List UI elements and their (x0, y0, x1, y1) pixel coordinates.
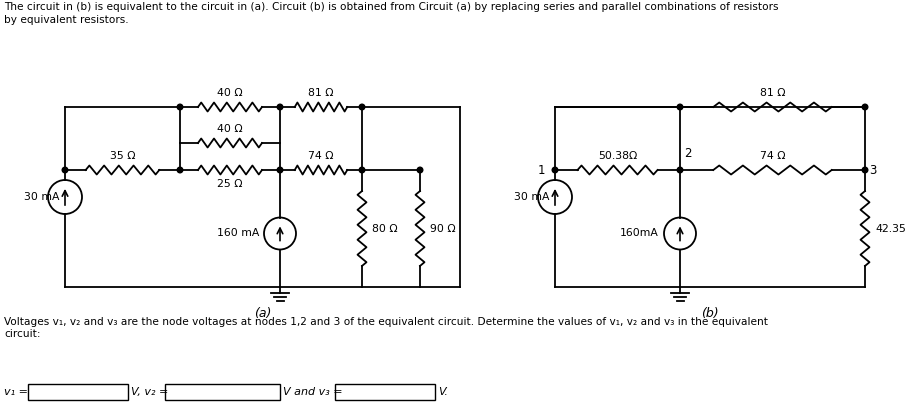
Circle shape (359, 167, 365, 173)
Text: The circuit in (b) is equivalent to the circuit in (a). Circuit (b) is obtained : The circuit in (b) is equivalent to the … (4, 2, 778, 12)
Circle shape (677, 104, 682, 110)
Circle shape (277, 167, 282, 173)
Circle shape (677, 167, 682, 173)
Circle shape (552, 167, 557, 173)
Text: 35 Ω: 35 Ω (110, 151, 135, 161)
Text: 74 Ω: 74 Ω (760, 151, 786, 161)
Text: 74 Ω: 74 Ω (309, 151, 334, 161)
Bar (335, 384, 435, 400)
Text: v₁ =: v₁ = (4, 387, 28, 397)
Text: by equivalent resistors.: by equivalent resistors. (4, 15, 129, 25)
Text: 25 Ω: 25 Ω (217, 179, 243, 189)
Circle shape (177, 167, 183, 173)
Circle shape (277, 104, 282, 110)
Text: (a): (a) (253, 307, 272, 320)
Text: 50.38Ω: 50.38Ω (598, 151, 637, 161)
Text: V.: V. (438, 387, 448, 397)
Text: 42.35Ω: 42.35Ω (875, 223, 905, 234)
Text: 81 Ω: 81 Ω (760, 88, 786, 98)
Text: 90 Ω: 90 Ω (430, 223, 455, 234)
Text: 160 mA: 160 mA (216, 228, 259, 239)
Circle shape (862, 167, 868, 173)
Text: V, v₂ =: V, v₂ = (131, 387, 168, 397)
Text: 1: 1 (538, 163, 545, 176)
Text: 30 mA: 30 mA (513, 192, 549, 202)
Text: 160mA: 160mA (620, 228, 659, 239)
Text: circuit:: circuit: (4, 329, 41, 339)
Bar (165, 384, 280, 400)
Bar (28, 384, 128, 400)
Text: 80 Ω: 80 Ω (372, 223, 397, 234)
Text: 3: 3 (869, 163, 876, 176)
Text: 40 Ω: 40 Ω (217, 88, 243, 98)
Text: 2: 2 (684, 147, 691, 160)
Circle shape (862, 104, 868, 110)
Circle shape (417, 167, 423, 173)
Circle shape (359, 104, 365, 110)
Text: V and v₃ =: V and v₃ = (283, 387, 343, 397)
Text: 30 mA: 30 mA (24, 192, 59, 202)
Circle shape (62, 167, 68, 173)
Text: 81 Ω: 81 Ω (309, 88, 334, 98)
Text: Voltages v₁, v₂ and v₃ are the node voltages at nodes 1,2 and 3 of the equivalen: Voltages v₁, v₂ and v₃ are the node volt… (4, 317, 768, 327)
Text: 40 Ω: 40 Ω (217, 124, 243, 134)
Circle shape (177, 104, 183, 110)
Text: (b): (b) (701, 307, 719, 320)
